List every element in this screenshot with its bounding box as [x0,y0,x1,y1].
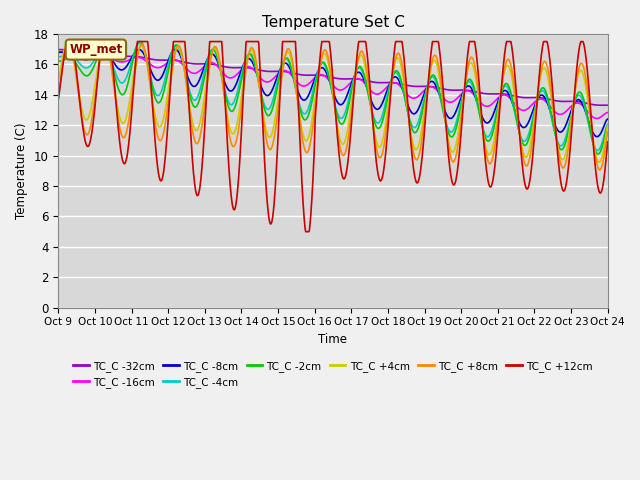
TC_C +12cm [368,106,376,111]
TC_C +8cm [604,129,612,135]
TC_C +12cm [288,39,296,45]
TC_C +4cm [604,122,612,128]
TC_C +8cm [97,51,105,57]
TC_C +4cm [64,39,72,45]
TC_C -32cm [299,72,307,78]
TC_C -16cm [367,88,375,94]
Line: TC_C -8cm: TC_C -8cm [58,49,608,137]
TC_C -32cm [97,50,104,56]
Legend: TC_C -32cm, TC_C -16cm, TC_C -8cm, TC_C -4cm, TC_C -2cm, TC_C +4cm, TC_C +8cm, T: TC_C -32cm, TC_C -16cm, TC_C -8cm, TC_C … [69,357,596,392]
TC_C +8cm [65,39,72,45]
TC_C -32cm [367,79,375,84]
TC_C -32cm [287,70,295,76]
TC_C -2cm [135,39,143,45]
TC_C -2cm [367,106,375,112]
TC_C -4cm [54,54,62,60]
TC_C +8cm [54,90,62,96]
TC_C -4cm [288,68,296,74]
TC_C +12cm [310,168,317,174]
TC_C -2cm [309,94,317,99]
TC_C -4cm [367,105,375,111]
TC_C -8cm [300,97,307,103]
TC_C -16cm [309,77,317,83]
TC_C -32cm [54,47,62,52]
TC_C -8cm [119,67,127,72]
TC_C -8cm [97,48,104,54]
TC_C +8cm [300,140,307,146]
TC_C +12cm [302,229,310,235]
TC_C -2cm [97,48,104,54]
TC_C -4cm [300,110,307,116]
TC_C -2cm [300,115,307,121]
TC_C -16cm [593,116,600,121]
TC_C +4cm [367,107,375,112]
TC_C +12cm [54,96,62,102]
TC_C -2cm [288,67,296,72]
TC_C +12cm [300,201,307,206]
Text: WP_met: WP_met [69,43,122,56]
Y-axis label: Temperature (C): Temperature (C) [15,122,28,219]
TC_C -4cm [593,147,601,153]
TC_C -8cm [288,70,296,76]
TC_C +12cm [97,42,105,48]
TC_C +4cm [288,59,296,65]
Line: TC_C -2cm: TC_C -2cm [58,42,608,154]
X-axis label: Time: Time [319,333,348,346]
TC_C +12cm [604,139,612,145]
TC_C +12cm [120,160,127,166]
TC_C +4cm [54,78,62,84]
TC_C -16cm [287,72,295,78]
TC_C -2cm [119,92,127,97]
TC_C +8cm [288,54,296,60]
TC_C -16cm [604,109,612,115]
TC_C +8cm [309,122,317,128]
TC_C -32cm [604,102,612,108]
TC_C -16cm [119,59,127,65]
Line: TC_C -16cm: TC_C -16cm [58,52,608,119]
TC_C +8cm [596,167,604,173]
TC_C -4cm [136,40,143,46]
Line: TC_C -32cm: TC_C -32cm [58,49,608,105]
Line: TC_C +8cm: TC_C +8cm [58,42,608,170]
TC_C +12cm [63,39,71,45]
TC_C -8cm [54,49,62,55]
TC_C -2cm [54,59,62,64]
TC_C -16cm [299,83,307,89]
TC_C -4cm [119,80,127,85]
TC_C -32cm [598,102,605,108]
Title: Temperature Set C: Temperature Set C [262,15,404,30]
TC_C -8cm [604,116,612,122]
TC_C -8cm [172,47,179,52]
TC_C +4cm [300,132,307,138]
TC_C -16cm [97,52,104,58]
TC_C -4cm [309,88,317,94]
TC_C +4cm [595,159,603,165]
Line: TC_C +12cm: TC_C +12cm [58,42,608,232]
Line: TC_C -4cm: TC_C -4cm [58,43,608,150]
TC_C -8cm [367,98,375,104]
TC_C -4cm [97,48,104,53]
TC_C +4cm [120,120,127,126]
TC_C -8cm [309,81,317,86]
TC_C +8cm [367,106,375,112]
TC_C +4cm [97,48,105,53]
TC_C +8cm [120,135,127,141]
TC_C -8cm [593,134,601,140]
TC_C -2cm [595,151,602,157]
TC_C -32cm [309,72,317,78]
Line: TC_C +4cm: TC_C +4cm [58,42,608,162]
TC_C -2cm [604,123,612,129]
TC_C -32cm [119,53,127,59]
TC_C +4cm [309,111,317,117]
TC_C -16cm [54,49,62,55]
TC_C -4cm [604,121,612,127]
